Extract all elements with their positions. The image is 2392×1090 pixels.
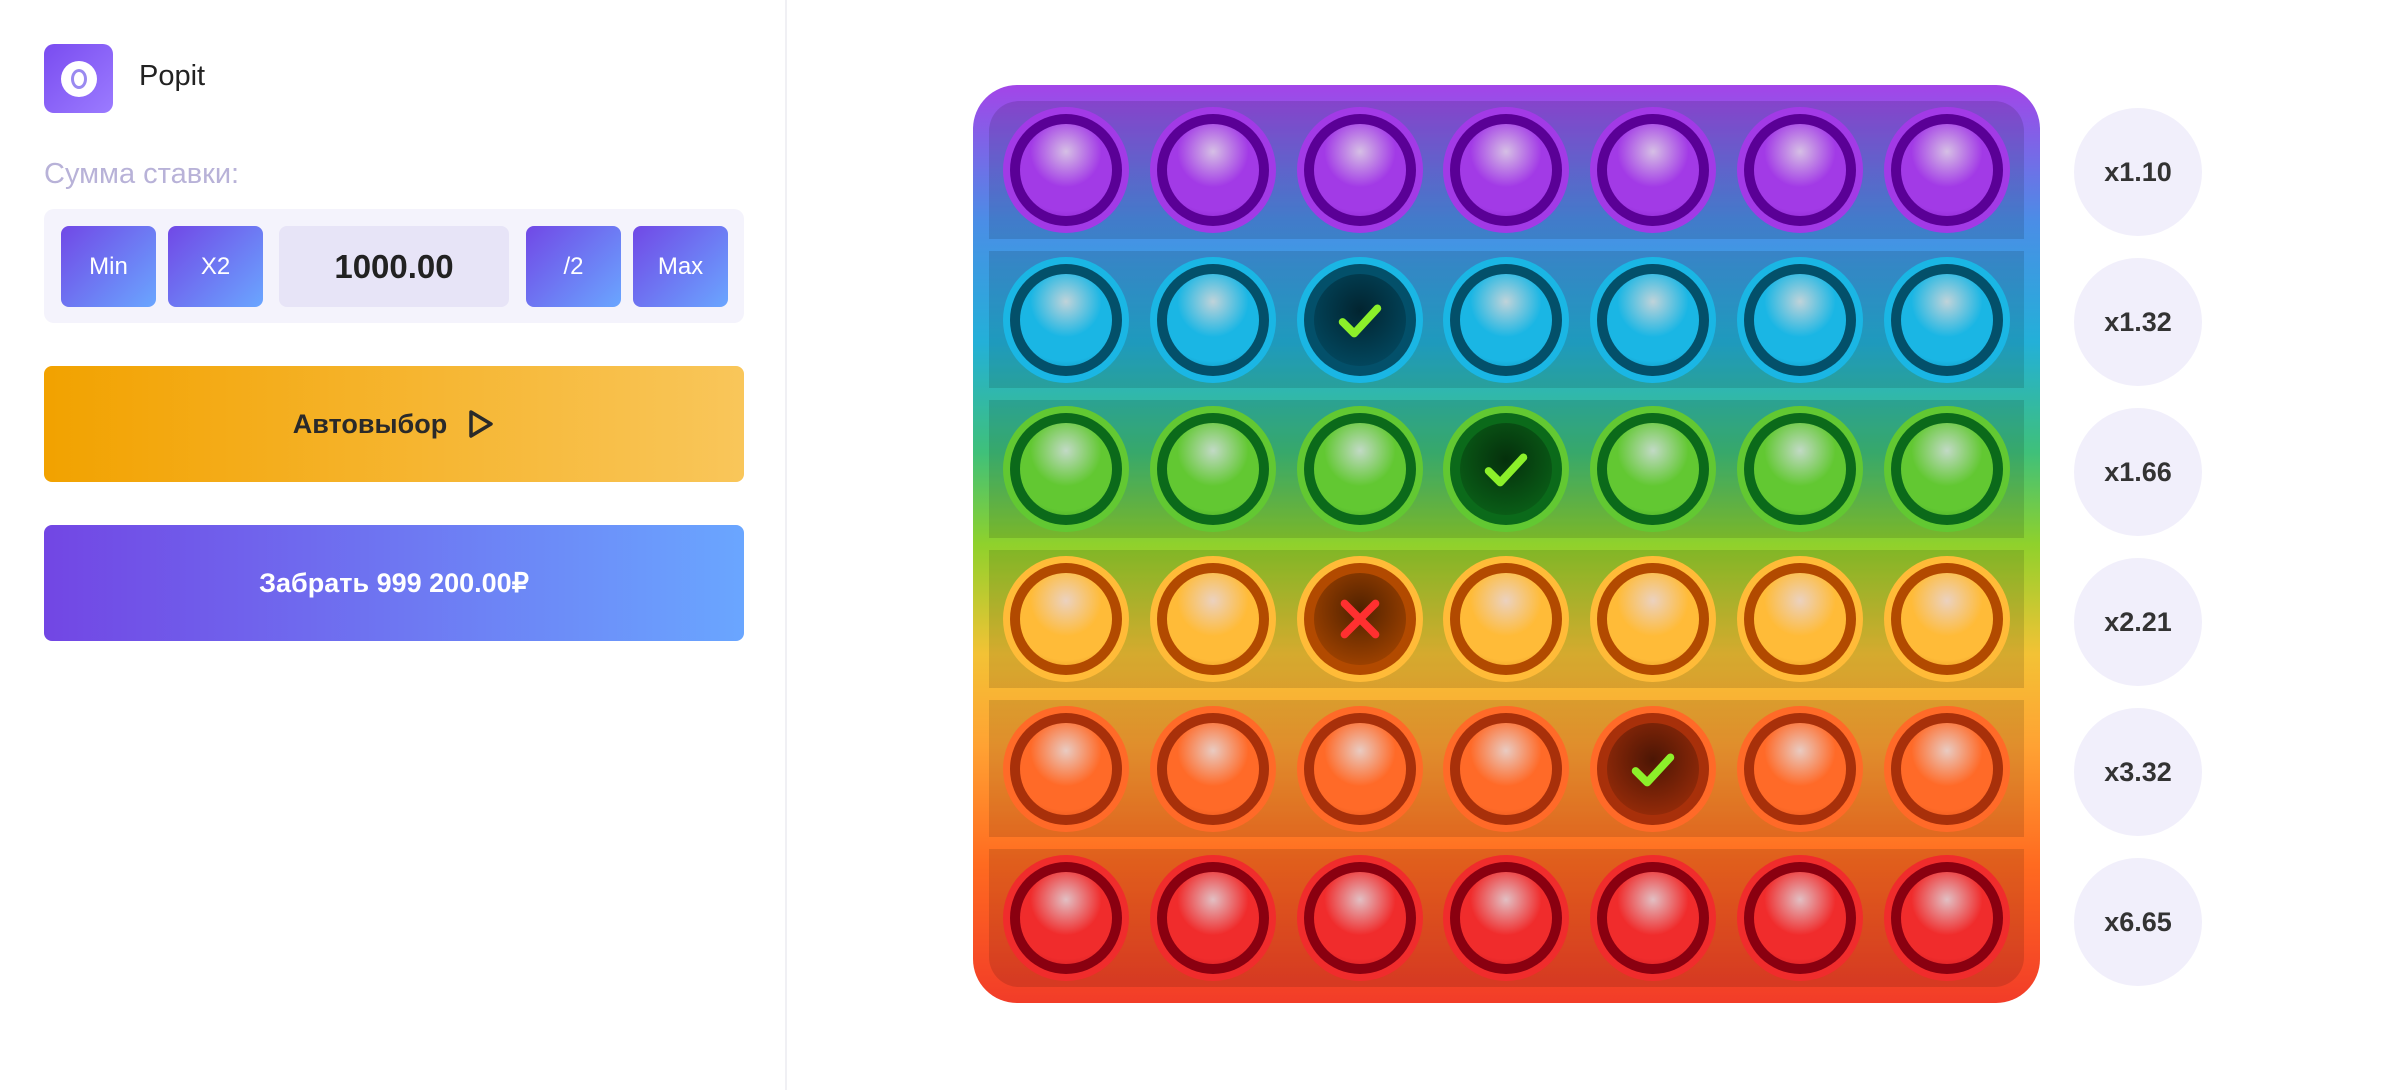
board-row <box>989 849 2024 987</box>
bubble-win[interactable] <box>1443 406 1570 533</box>
row-multiplier: x1.10 <box>2074 108 2202 236</box>
check-icon <box>1338 304 1382 337</box>
row-multiplier: x3.32 <box>2074 708 2202 836</box>
check-icon <box>1485 453 1528 487</box>
bet-amount-input[interactable]: 1000.00 <box>279 226 509 307</box>
bubble-closed[interactable] <box>1150 406 1277 533</box>
bubble-closed[interactable] <box>1736 256 1863 383</box>
row-multiplier: x6.65 <box>2074 858 2202 986</box>
autoselect-label: Автовыбор <box>292 408 448 439</box>
bubble-closed[interactable] <box>1150 855 1277 982</box>
bubble-closed[interactable] <box>1150 256 1277 383</box>
row-multiplier: x1.66 <box>2074 408 2202 536</box>
bubble-closed[interactable] <box>1150 106 1277 233</box>
row-multiplier: x2.21 <box>2074 558 2202 686</box>
play-icon <box>469 410 493 438</box>
bubble-lose[interactable] <box>1296 555 1423 682</box>
bubble-closed[interactable] <box>1590 855 1717 982</box>
bet-amount-label: Сумма ставки: <box>44 158 240 190</box>
bubble-closed[interactable] <box>1590 256 1717 383</box>
popit-logo-icon <box>44 44 113 113</box>
bubble-closed[interactable] <box>1883 705 2010 832</box>
board-row <box>989 101 2024 239</box>
cross-icon <box>1340 599 1380 639</box>
bubble-closed[interactable] <box>1443 855 1570 982</box>
bubble-closed[interactable] <box>1296 705 1423 832</box>
bubble-closed[interactable] <box>1296 406 1423 533</box>
bubble-closed[interactable] <box>1150 555 1277 682</box>
bubble-closed[interactable] <box>1883 106 2010 233</box>
bubble-closed[interactable] <box>1443 106 1570 233</box>
bubble-closed[interactable] <box>1003 406 1130 533</box>
bubble-closed[interactable] <box>1883 555 2010 682</box>
popit-board <box>973 85 2040 1003</box>
board-row <box>989 550 2024 688</box>
bubble-closed[interactable] <box>1003 106 1130 233</box>
bubble-closed[interactable] <box>1003 555 1130 682</box>
bubble-closed[interactable] <box>1590 106 1717 233</box>
bubble-closed[interactable] <box>1736 705 1863 832</box>
bubble-closed[interactable] <box>1443 256 1570 383</box>
bubble-closed[interactable] <box>1736 406 1863 533</box>
row-multiplier: x1.32 <box>2074 258 2202 386</box>
bubble-closed[interactable] <box>1736 855 1863 982</box>
autoselect-button[interactable]: Автовыбор <box>44 366 744 482</box>
cashout-button[interactable]: Забрать 999 200.00₽ <box>44 525 744 641</box>
bubble-closed[interactable] <box>1590 406 1717 533</box>
control-panel: Popit Сумма ставки: Min X2 1000.00 /2 Ma… <box>0 0 787 1090</box>
board-row <box>989 400 2024 539</box>
bubble-closed[interactable] <box>1003 855 1130 982</box>
bubble-closed[interactable] <box>1443 705 1570 832</box>
bubble-closed[interactable] <box>1736 106 1863 233</box>
check-icon <box>1631 753 1675 786</box>
bubble-closed[interactable] <box>1883 256 2010 383</box>
bubble-closed[interactable] <box>1296 855 1423 982</box>
max-button[interactable]: Max <box>633 226 728 307</box>
min-button[interactable]: Min <box>61 226 156 307</box>
bubble-closed[interactable] <box>1736 555 1863 682</box>
bubble-closed[interactable] <box>1883 406 2010 533</box>
bubble-closed[interactable] <box>1003 705 1130 832</box>
bubble-closed[interactable] <box>1296 106 1423 233</box>
bubble-win[interactable] <box>1296 256 1423 383</box>
board-row <box>989 250 2024 389</box>
bet-panel: Min X2 1000.00 /2 Max <box>44 209 744 323</box>
bubble-win[interactable] <box>1590 705 1717 832</box>
bubble-closed[interactable] <box>1150 705 1277 832</box>
board-row <box>989 699 2024 838</box>
half-button[interactable]: /2 <box>526 226 621 307</box>
bubble-closed[interactable] <box>1003 256 1130 383</box>
game-title: Popit <box>139 60 206 92</box>
bubble-closed[interactable] <box>1883 855 2010 982</box>
double-button[interactable]: X2 <box>168 226 263 307</box>
bubble-closed[interactable] <box>1590 555 1717 682</box>
bubble-closed[interactable] <box>1443 555 1570 682</box>
